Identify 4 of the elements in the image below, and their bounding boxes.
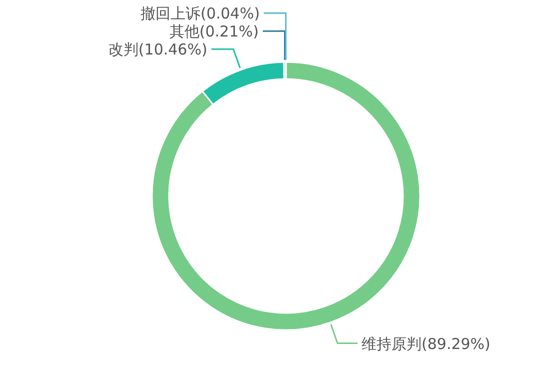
slice-label: 维持原判(89.29%) (362, 334, 490, 353)
slice-label: 其他(0.21%) (169, 22, 259, 41)
slice-label: 撤回上诉(0.04%) (140, 4, 260, 23)
slice-label: 改判(10.46%) (108, 40, 208, 59)
